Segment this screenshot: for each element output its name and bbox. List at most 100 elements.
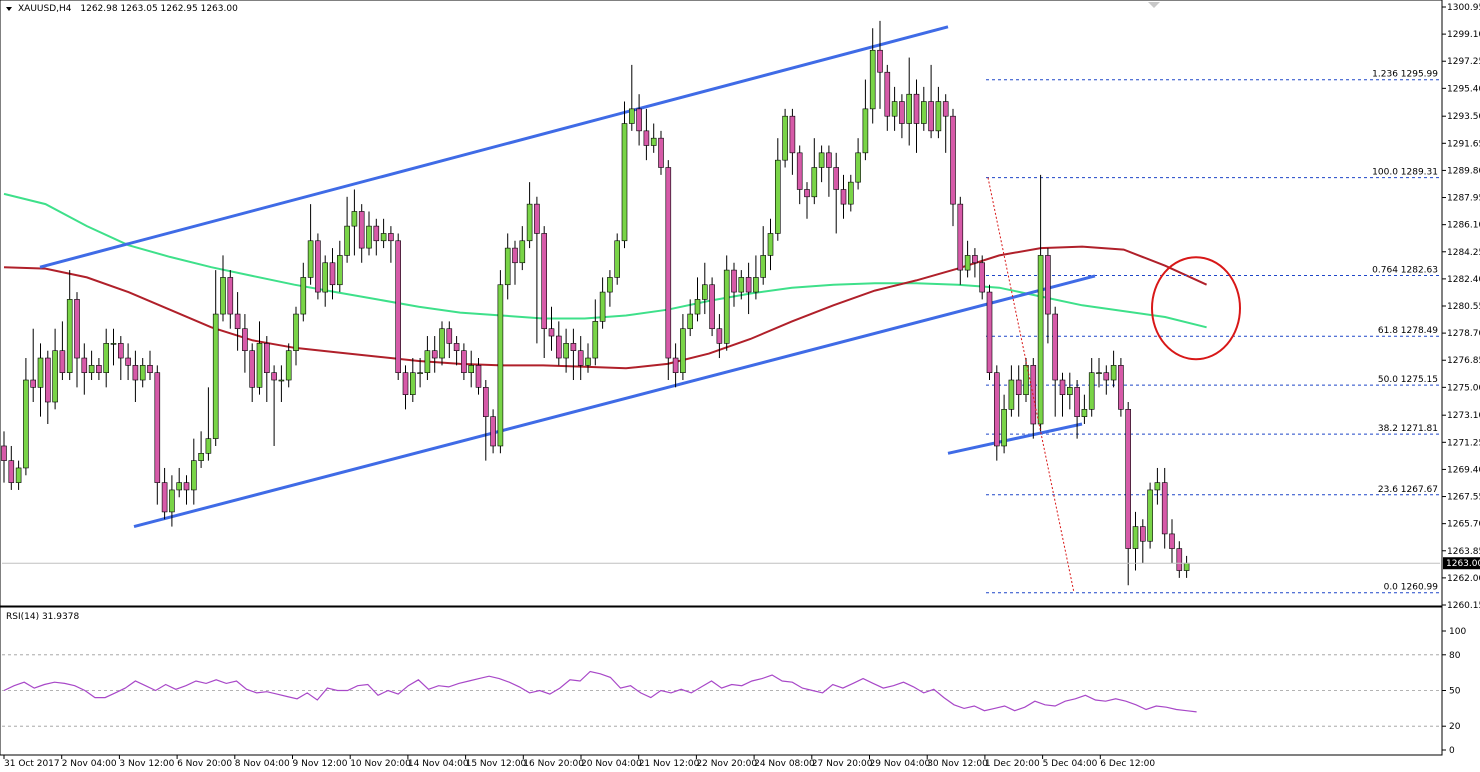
candle-body [293, 313, 299, 352]
candle-body [44, 357, 51, 403]
price-tick-label: 1273.10 [1447, 411, 1480, 421]
candle-body [380, 233, 387, 242]
candle-body [760, 255, 767, 278]
candle-body [628, 108, 635, 124]
candle-body [59, 350, 66, 373]
candle-body [563, 343, 569, 359]
candle-body [424, 350, 431, 373]
candle-body [658, 137, 664, 168]
rsi-axis: 100 80 50 20 0 [1442, 627, 1466, 756]
rsi-title: RSI(14) 31.9378 [6, 612, 79, 622]
candle-body [351, 211, 358, 227]
candle-body [285, 350, 292, 381]
candle-body [475, 365, 482, 388]
rsi-tick-label: 100 [1449, 627, 1466, 637]
scroll-shift-marker-icon[interactable] [1148, 2, 1160, 8]
rsi-series [3, 670, 1197, 713]
projection-line [987, 177, 1075, 593]
candle-body [1023, 365, 1029, 395]
price-tick-label: 1278.70 [1447, 329, 1480, 339]
candles [1, 20, 1190, 586]
price-tick-label: 1295.40 [1447, 84, 1480, 94]
candle-body [555, 335, 562, 359]
candle-body [256, 343, 263, 388]
candle-body [88, 365, 95, 373]
time-tick-label: 31 Oct 2017 [4, 759, 60, 769]
candle-body [614, 240, 621, 278]
fib-level-label: 1.236 1295.99 [1372, 70, 1438, 80]
candle-body [1125, 409, 1131, 549]
candle-body [840, 189, 847, 205]
time-tick-label: 29 Nov 04:00 [870, 759, 931, 769]
candle-body [599, 291, 606, 322]
rsi-line [3, 670, 1197, 713]
candle-body [986, 291, 993, 373]
candle-body [913, 93, 920, 124]
candle-body [1067, 387, 1073, 395]
candle-body [490, 416, 496, 447]
candle-body [66, 299, 73, 373]
candle-body [329, 262, 336, 286]
fib-level-label: 0.0 1260.99 [1384, 583, 1439, 593]
collapse-arrow-icon[interactable] [6, 7, 12, 11]
candle-body [234, 313, 241, 330]
candle-body [1183, 562, 1190, 571]
candle-body [607, 277, 613, 293]
main-panel-background [0, 0, 1443, 607]
candle-body [431, 350, 438, 359]
candle-body [972, 255, 978, 264]
candle-body [826, 152, 832, 168]
candle-body [373, 225, 380, 242]
candle-body [198, 453, 204, 461]
highlight-circle [1151, 256, 1241, 361]
candle-body [453, 343, 460, 352]
rsi-tick-label: 20 [1449, 722, 1461, 732]
candle-body [161, 482, 168, 513]
candle-body [74, 299, 80, 359]
candle-body [482, 387, 489, 417]
candle-body [512, 247, 518, 264]
symbol-title: XAUUSD,H4 [18, 4, 72, 14]
candle-body [548, 328, 555, 337]
candle-body [899, 101, 905, 124]
candle-body [1088, 372, 1095, 410]
candle-body [1074, 387, 1080, 417]
candle-body [804, 189, 810, 198]
candle-body [147, 365, 153, 373]
candle-body [395, 240, 402, 373]
candle-body [278, 379, 285, 382]
candle-body [680, 328, 686, 373]
candle-body [132, 365, 139, 381]
candle-body [1154, 482, 1161, 491]
candle-body [993, 372, 1000, 447]
candle-body [570, 343, 577, 352]
current-price-tag-label: 1263.00 [1446, 559, 1480, 569]
candle-body [1118, 365, 1124, 410]
candle-body [366, 225, 372, 249]
candle-body [687, 313, 694, 330]
price-tick-label: 1284.25 [1447, 248, 1480, 258]
price-axis: 1300.95 1299.10 1297.25 1295.40 1293.50 1291.… [1442, 3, 1480, 611]
candle-body [833, 167, 840, 190]
short-support-line [947, 422, 1083, 455]
price-tick-label: 1267.55 [1447, 493, 1480, 503]
current-price-tag: 1263.00 [1443, 557, 1480, 570]
candle-body [723, 269, 730, 344]
candle-body [263, 343, 270, 373]
candle-body [942, 101, 949, 117]
rsi-tick-label: 50 [1449, 687, 1461, 697]
candle-body [665, 167, 672, 359]
time-tick-label: 6 Nov 20:00 [177, 759, 232, 769]
candle-body [877, 49, 883, 73]
price-tick-label: 1260.15 [1447, 601, 1480, 611]
current-price-tag-box [1443, 557, 1480, 570]
price-tick-label: 1271.25 [1447, 438, 1480, 448]
candle-body [636, 108, 642, 132]
time-tick-label: 16 Nov 20:00 [523, 759, 584, 769]
candle-body [767, 233, 774, 256]
candle-body [906, 93, 913, 124]
time-tick-label: 27 Nov 20:00 [812, 759, 873, 769]
candle-body [1052, 313, 1058, 381]
candle-body [672, 357, 679, 373]
candle-body [891, 101, 898, 117]
